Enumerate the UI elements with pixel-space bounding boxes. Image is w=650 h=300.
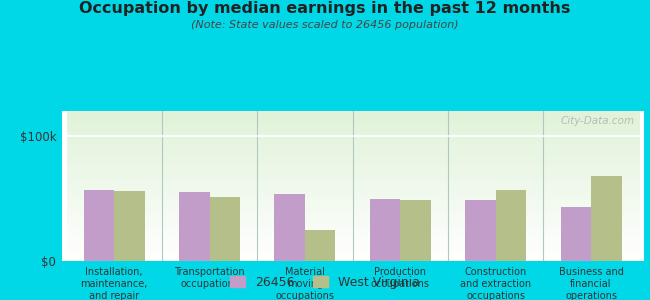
Legend: 26456, West Virginia: 26456, West Virginia — [225, 271, 425, 294]
Text: (Note: State values scaled to 26456 population): (Note: State values scaled to 26456 popu… — [191, 20, 459, 29]
Bar — [591, 176, 621, 261]
Bar — [560, 207, 591, 261]
Bar — [305, 230, 335, 261]
Bar — [496, 190, 526, 261]
Bar — [114, 191, 145, 261]
Bar — [370, 199, 400, 261]
Bar — [400, 200, 431, 261]
Bar — [179, 192, 209, 261]
Text: Occupation by median earnings in the past 12 months: Occupation by median earnings in the pas… — [79, 2, 571, 16]
Bar — [274, 194, 305, 261]
Text: City-Data.com: City-Data.com — [561, 116, 635, 125]
Bar — [465, 200, 496, 261]
Bar — [209, 197, 240, 261]
Bar — [84, 190, 114, 261]
